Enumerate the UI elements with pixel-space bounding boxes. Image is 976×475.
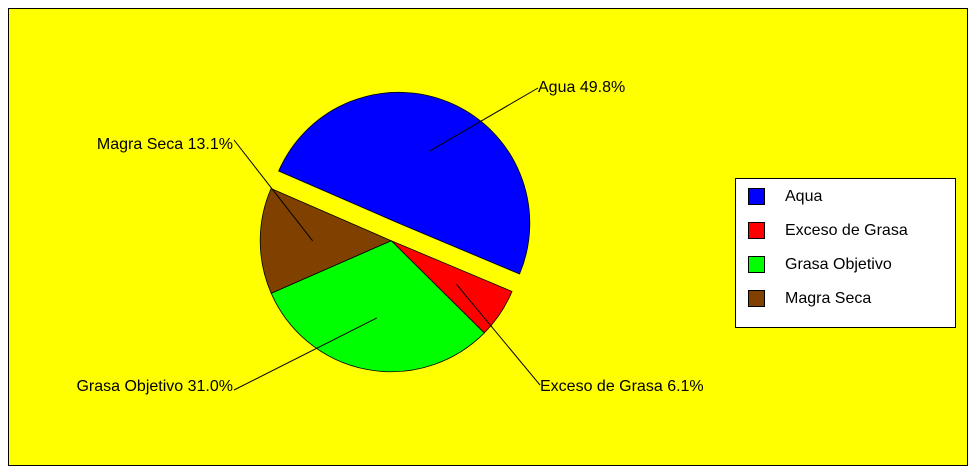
legend-swatch	[748, 188, 765, 205]
slice-label-name: Grasa Objetivo	[76, 378, 183, 395]
slice-label-value: 13.1%	[188, 136, 233, 153]
slice-label: Magra Seca 13.1%	[97, 136, 233, 153]
slice-label-name: Agua	[538, 79, 575, 96]
pie-slice	[259, 187, 393, 294]
slice-label-value: 6.1%	[667, 378, 703, 395]
slice-label-value: 31.0%	[188, 378, 233, 395]
leader-line	[233, 317, 378, 391]
slice-label: Agua 49.8%	[538, 79, 625, 96]
legend-swatch	[748, 290, 765, 307]
slice-label-value: 49.8%	[580, 79, 625, 96]
legend-swatch	[748, 256, 765, 273]
legend-label: Aqua	[785, 188, 822, 205]
pie-slice	[270, 240, 485, 373]
legend-label: Magra Seca	[785, 290, 871, 307]
legend-swatch	[748, 222, 765, 239]
legend-box	[735, 178, 956, 328]
leader-line	[429, 87, 539, 152]
slice-label-name: Exceso de Grasa	[540, 378, 663, 395]
legend-label: Exceso de Grasa	[785, 222, 908, 239]
pie-slice	[278, 91, 531, 275]
legend-label: Grasa Objetivo	[785, 256, 892, 273]
slice-label: Exceso de Grasa 6.1%	[540, 378, 704, 395]
slice-label-name: Magra Seca	[97, 136, 183, 153]
leader-line	[233, 139, 314, 242]
slice-label: Grasa Objetivo 31.0%	[76, 378, 233, 395]
leader-line	[456, 284, 541, 386]
